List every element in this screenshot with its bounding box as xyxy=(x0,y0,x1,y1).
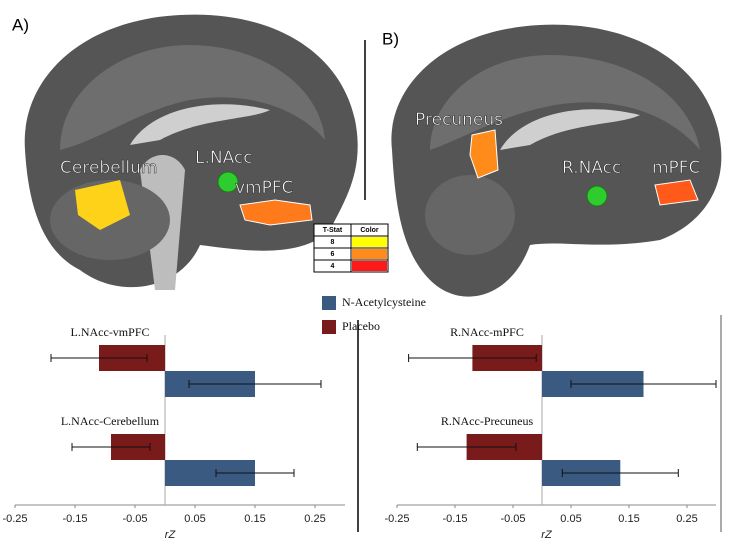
category-label: L.NAcc-Cerebellum xyxy=(61,414,160,428)
legend-swatch xyxy=(322,296,336,310)
panel-label: A) xyxy=(12,15,29,34)
x-axis-label: rZ xyxy=(165,529,177,541)
category-label: L.NAcc-vmPFC xyxy=(71,325,150,339)
tstat-value: 6 xyxy=(331,251,335,258)
category-label: R.NAcc-mPFC xyxy=(450,325,524,339)
tstat-value: 4 xyxy=(331,263,335,270)
legend-swatch xyxy=(322,320,336,334)
legend-label: Placebo xyxy=(342,319,380,333)
category-label: R.NAcc-Precuneus xyxy=(441,414,534,428)
region-label: Precuneus xyxy=(415,110,503,130)
x-tick-label: 0.25 xyxy=(304,513,325,525)
x-tick-label: 0.15 xyxy=(244,513,265,525)
x-tick-label: -0.15 xyxy=(442,513,467,525)
x-tick-label: -0.25 xyxy=(2,513,27,525)
region-label: L.NAcc xyxy=(195,148,253,168)
x-tick-label: 0.05 xyxy=(560,513,581,525)
x-tick-label: -0.05 xyxy=(500,513,525,525)
tstat-header: T-Stat xyxy=(323,227,343,234)
tstat-value: 8 xyxy=(331,239,335,246)
x-tick-label: -0.25 xyxy=(384,513,409,525)
legend-label: N-Acetylcysteine xyxy=(342,295,426,309)
x-tick-label: -0.15 xyxy=(62,513,87,525)
region-label: R.NAcc xyxy=(562,158,621,178)
x-tick-label: 0.15 xyxy=(618,513,639,525)
tstat-color xyxy=(352,237,387,247)
region-label: Cerebellum xyxy=(60,158,157,178)
region-label: vmPFC xyxy=(235,178,294,198)
x-tick-label: 0.05 xyxy=(184,513,205,525)
tstat-color xyxy=(352,249,387,259)
tstat-header: Color xyxy=(360,227,379,234)
brain-image-b xyxy=(391,24,722,297)
panel-label: B) xyxy=(382,29,399,48)
brain-image-a xyxy=(24,14,358,290)
x-tick-label: 0.25 xyxy=(676,513,697,525)
x-tick-label: -0.05 xyxy=(122,513,147,525)
x-axis-label: rZ xyxy=(541,529,553,541)
tstat-color xyxy=(352,261,387,271)
region-label: mPFC xyxy=(652,158,700,178)
